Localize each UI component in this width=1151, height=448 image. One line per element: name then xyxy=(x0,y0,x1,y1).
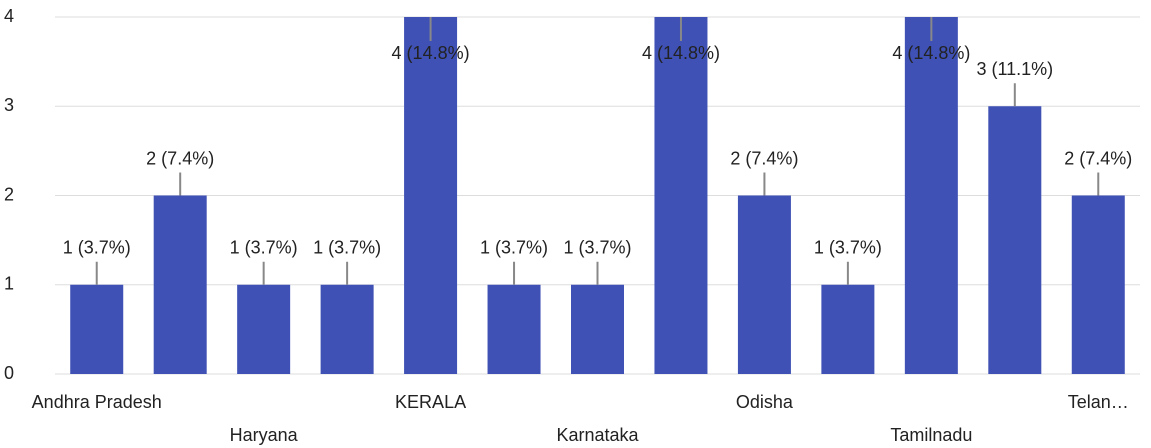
x-tick-label: Haryana xyxy=(230,425,299,445)
bar xyxy=(821,284,875,374)
y-tick-label: 1 xyxy=(4,274,14,294)
x-tick-label: Karnataka xyxy=(556,425,639,445)
x-tick-label: Odisha xyxy=(736,392,794,412)
x-tick-label: Tamilnadu xyxy=(890,425,972,445)
value-label: 1 (3.7%) xyxy=(480,238,548,258)
value-label: 4 (14.8%) xyxy=(892,43,970,63)
value-label: 2 (7.4%) xyxy=(730,148,798,168)
bar xyxy=(320,284,374,374)
bar xyxy=(737,195,791,374)
x-tick-label: Andhra Pradesh xyxy=(32,392,162,412)
bar xyxy=(153,195,207,374)
value-label: 2 (7.4%) xyxy=(1064,148,1132,168)
bar xyxy=(404,17,458,374)
bar xyxy=(237,284,291,374)
bar xyxy=(988,106,1042,374)
bar xyxy=(654,17,708,374)
bar xyxy=(904,17,958,374)
x-tick-label: KERALA xyxy=(395,392,466,412)
value-label: 4 (14.8%) xyxy=(642,43,720,63)
x-tick-label: Telan… xyxy=(1068,392,1129,412)
value-label: 1 (3.7%) xyxy=(563,238,631,258)
value-label: 4 (14.8%) xyxy=(392,43,470,63)
value-label: 1 (3.7%) xyxy=(230,238,298,258)
value-label: 1 (3.7%) xyxy=(814,238,882,258)
value-label: 3 (11.1%) xyxy=(976,59,1053,79)
value-label: 1 (3.7%) xyxy=(63,238,131,258)
y-tick-label: 2 xyxy=(4,184,14,204)
bar xyxy=(1071,195,1125,374)
y-tick-label: 4 xyxy=(4,6,14,26)
value-label: 2 (7.4%) xyxy=(146,148,214,168)
bar xyxy=(487,284,541,374)
y-tick-label: 3 xyxy=(4,95,14,115)
bar xyxy=(571,284,624,374)
bar xyxy=(70,284,124,374)
value-label: 1 (3.7%) xyxy=(313,238,381,258)
y-tick-label: 0 xyxy=(4,363,14,383)
